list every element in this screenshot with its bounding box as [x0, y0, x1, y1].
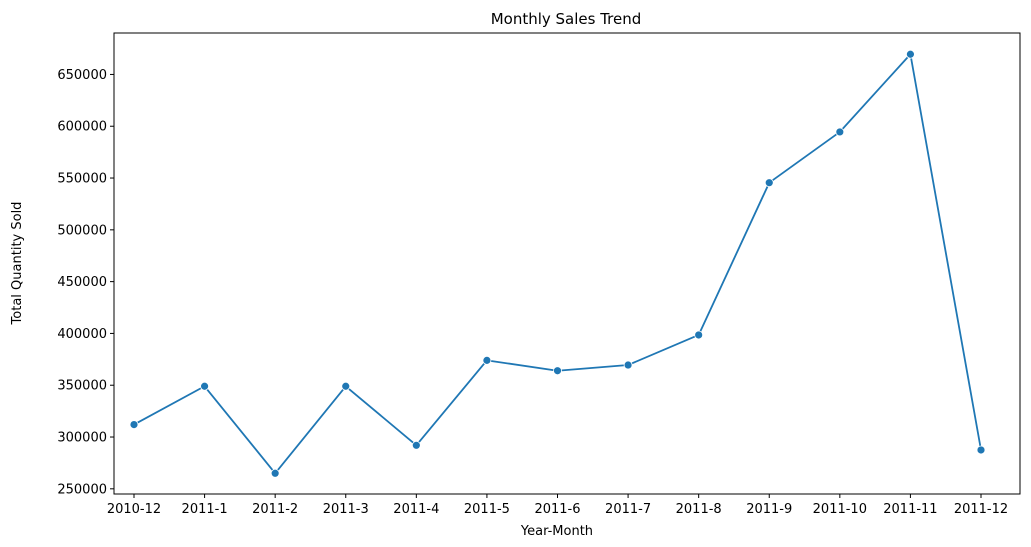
data-point: [694, 330, 704, 340]
plot-frame: [113, 32, 1021, 495]
data-point: [623, 360, 633, 370]
x-tick-label: 2011-9: [746, 502, 792, 517]
data-point: [270, 468, 280, 478]
x-axis: 2010-12 2011-1 2011-2 2011-3 2011-4 2011-5 201…: [107, 494, 1008, 517]
y-tick-label: 650000: [57, 68, 107, 83]
x-tick-label: 2011-8: [676, 502, 722, 517]
x-tick-label: 2011-7: [605, 502, 651, 517]
x-tick-label: 2011-2: [252, 502, 298, 517]
y-tick-label: 550000: [57, 172, 107, 187]
y-tick-label: 250000: [57, 482, 107, 497]
x-tick-label: 2011-5: [464, 502, 510, 517]
x-axis-title: Year-Month: [520, 524, 593, 539]
x-tick-label: 2011-3: [323, 502, 369, 517]
y-tick-label: 450000: [57, 275, 107, 290]
x-tick-label: 2011-11: [883, 502, 937, 517]
data-point: [835, 127, 845, 137]
y-axis-title: Total Quantity Sold: [10, 202, 25, 326]
chart-title: Monthly Sales Trend: [491, 10, 642, 28]
y-tick-label: 400000: [57, 327, 107, 342]
data-point: [976, 445, 986, 455]
x-tick-label: 2011-12: [954, 502, 1008, 517]
data-point: [200, 381, 209, 391]
data-point: [411, 440, 421, 450]
data-point: [906, 49, 915, 59]
y-axis: 250000 300000 350000 400000 450000 500000 5500…: [57, 68, 114, 497]
series-line: [133, 53, 982, 475]
x-tick-label: 2010-12: [107, 502, 161, 517]
data-point: [553, 366, 562, 376]
series-layer: [129, 49, 986, 478]
y-tick-label: 600000: [57, 120, 107, 135]
data-point: [129, 420, 139, 429]
x-tick-label: 2011-6: [534, 502, 580, 517]
y-tick-label: 500000: [57, 223, 107, 238]
data-point: [341, 381, 351, 391]
data-point: [764, 178, 774, 188]
x-tick-label: 2011-10: [813, 502, 867, 517]
y-tick-label: 300000: [57, 431, 107, 446]
data-point: [482, 355, 492, 365]
x-tick-label: 2011-4: [393, 502, 439, 517]
y-tick-label: 350000: [57, 379, 107, 394]
x-tick-label: 2011-1: [182, 502, 228, 517]
